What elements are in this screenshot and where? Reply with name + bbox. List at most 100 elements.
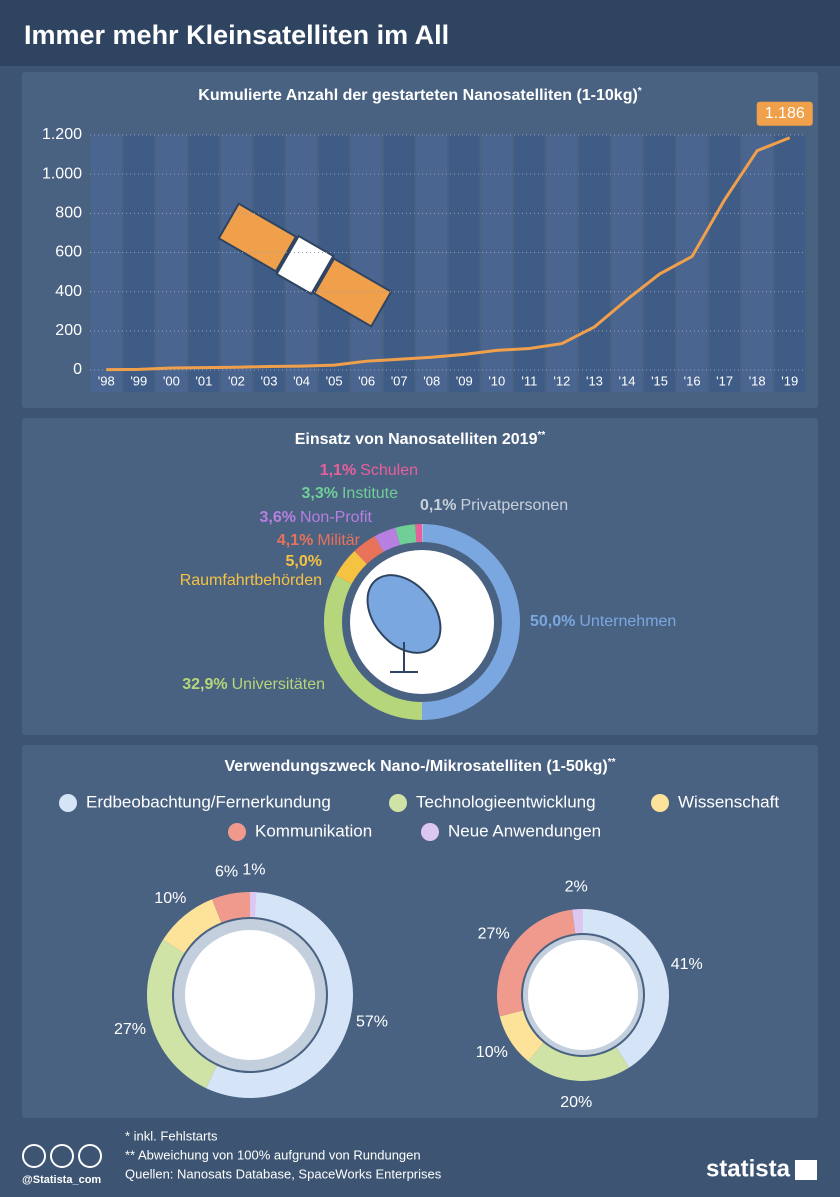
slice-value: 50,0% [530,613,575,630]
legend-label: Technologieentwicklung [416,792,596,811]
x-tick-label: '15 [651,373,668,388]
slice-value: 3,3% [302,485,338,502]
y-tick-label: 200 [55,322,82,339]
slice-name: Raumfahrtbehörden [180,572,322,589]
slice-label: 3,6% Non-Profit [260,509,373,526]
x-tick-label: '98 [98,373,115,388]
data-label: 10% [154,890,186,907]
y-tick-label: 0 [73,361,82,378]
data-label: 41% [671,956,703,973]
donut-slice [212,892,250,923]
title-marker: ** [537,430,545,441]
y-tick-label: 800 [55,205,82,222]
slice-name: Privatpersonen [460,497,568,514]
slice-label: 50,0% Unternehmen [530,613,676,630]
x-tick-label: '02 [228,373,245,388]
column-band [481,135,513,392]
x-tick-label: '10 [488,373,505,388]
donut-slice [583,908,669,1068]
x-tick-label: '09 [456,373,473,388]
column-band [546,135,578,392]
data-label: 27% [478,926,510,943]
footnote: ** Abweichung von 100% aufgrund von Rund… [125,1147,421,1162]
slice-label: 3,3% Institute [302,485,399,502]
cc-icons [22,1144,102,1168]
x-tick-label: '01 [195,373,212,388]
handle: @Statista_com [22,1174,101,1186]
slice-name: Unternehmen [579,613,676,630]
data-label: 20% [560,1094,592,1111]
column-band [611,135,643,392]
data-label: 6% [215,863,238,880]
slice-label: 1,1% Schulen [320,462,418,479]
donut-slice [415,524,422,543]
dish-icon [366,574,442,654]
title-marker: * [638,86,642,97]
slice-value: 3,6% [260,509,296,526]
series-name: 2019-2023 [545,986,622,1003]
x-tick-label: '12 [553,373,570,388]
title-text: Kumulierte Anzahl der gestarteten Nanosa… [198,87,638,104]
x-tick-label: '04 [293,373,310,388]
y-tick-label: 1.000 [42,165,82,182]
column-band [741,135,773,392]
legend-swatch [228,823,246,841]
slice-label: 4,1% Militär [277,532,361,549]
x-tick-label: '17 [716,373,733,388]
slice-value: 1,1% [320,462,356,479]
slice-name: Schulen [360,462,418,479]
legend-label: Neue Anwendungen [448,821,601,840]
donut-slice [422,524,423,543]
slice-name: Universitäten [232,676,325,693]
x-tick-label: '08 [423,373,440,388]
x-tick-label: '18 [749,373,766,388]
legend-swatch [421,823,439,841]
chart-title: Kumulierte Anzahl der gestarteten Nanosa… [198,86,642,105]
slice-label: 5,0% Raumfahrtbehörden [180,553,322,589]
donut-slice [250,892,257,918]
slice-value: 0,1% [420,497,456,514]
column-band [416,135,447,392]
slice-value: 4,1% [277,532,313,549]
donut-slice [163,899,222,954]
footnote: * inkl. Fehlstarts [125,1128,218,1143]
page-title: Immer mehr Kleinsatelliten im All [24,20,449,50]
y-tick-label: 1.200 [42,126,82,143]
column-band [709,135,740,392]
donut-center [528,940,638,1050]
slice-value: 32,9% [182,676,227,693]
data-label: 10% [476,1044,508,1061]
column-band [449,135,480,392]
donut-center [185,930,315,1060]
slice-name: Institute [342,485,398,502]
slice-label: 0,1% Privatpersonen [420,497,568,514]
slice-label: 32,9% Universitäten [182,676,325,693]
legend-label: Wissenschaft [678,792,779,811]
data-label: 1.186 [765,105,805,122]
x-tick-label: '05 [326,373,343,388]
title-marker: ** [608,757,616,768]
x-tick-label: '14 [619,373,636,388]
donut-slice [146,939,217,1089]
donut-slice [499,1010,544,1062]
column-band [579,135,610,392]
legend-label: Erdbeobachtung/Fernerkundung [86,792,331,811]
legend-swatch [59,794,77,812]
x-tick-label: '99 [130,373,147,388]
data-label: 57% [356,1013,388,1030]
data-label: 2% [565,878,588,895]
column-band [91,135,122,392]
data-label: 1% [242,861,265,878]
donut-slice [395,524,417,546]
donut-slice [354,536,384,565]
x-tick-label: '16 [684,373,701,388]
slice-value: 5,0% [286,553,322,570]
title-text: Einsatz von Nanosatelliten 2019 [295,431,538,448]
column-band [221,135,252,392]
data-line [106,136,791,372]
x-tick-label: '06 [358,373,375,388]
data-label: 27% [114,1021,146,1038]
column-band [156,135,187,392]
